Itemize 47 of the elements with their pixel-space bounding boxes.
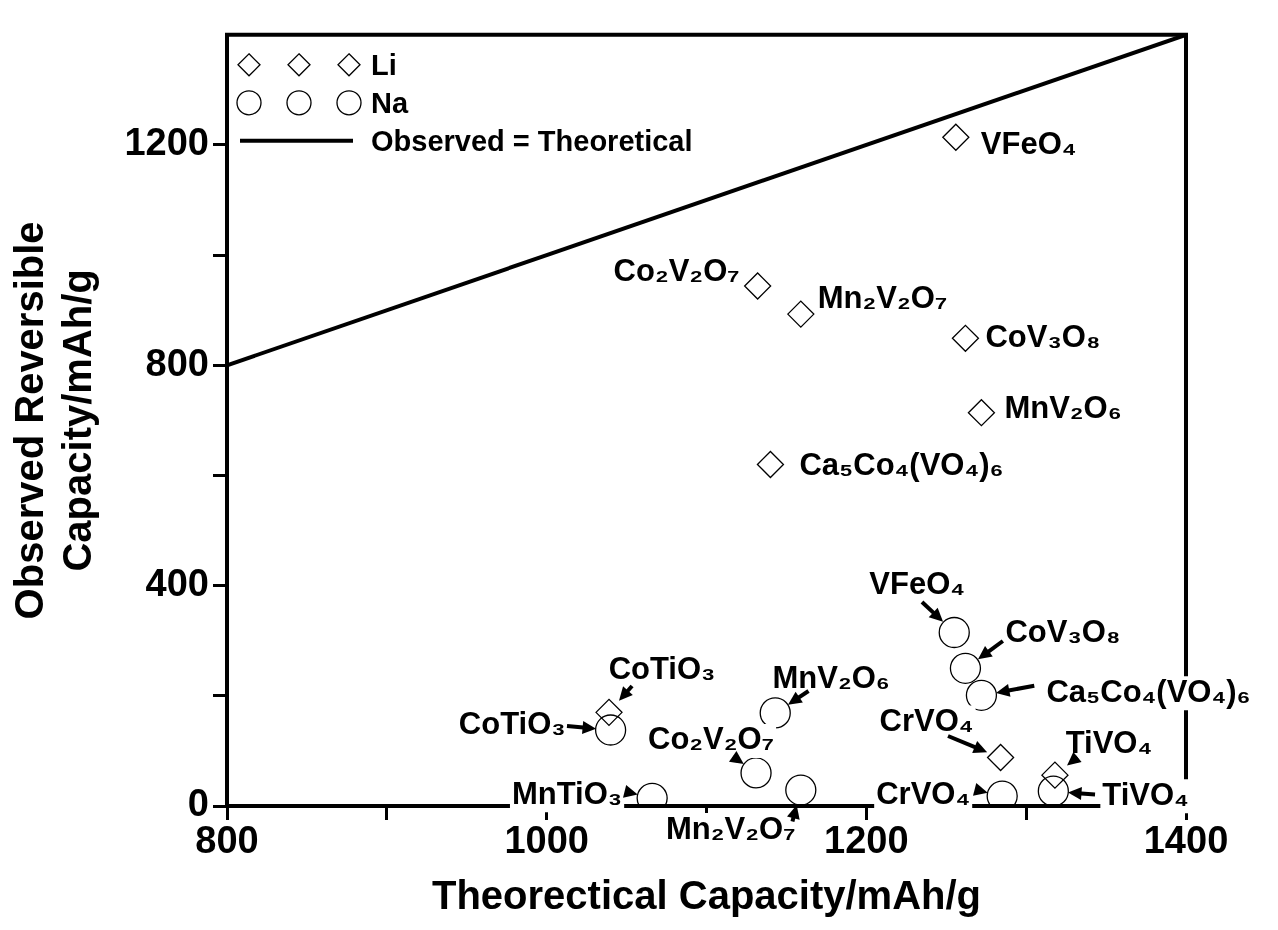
x-tick-label: 1400 <box>1143 819 1229 862</box>
point <box>1041 761 1069 789</box>
point <box>949 652 982 684</box>
point <box>938 616 970 649</box>
x-tick-label: 1000 <box>504 819 589 862</box>
point <box>740 757 772 789</box>
point <box>787 300 815 328</box>
y-tick-label: 400 <box>145 562 209 605</box>
annotation: Co₂V₂O₇ <box>648 721 775 757</box>
point <box>756 450 785 479</box>
point <box>759 697 791 729</box>
annotation: Mn₂V₂O₇ <box>817 279 948 315</box>
legend-label: Li <box>371 48 397 81</box>
point <box>785 774 817 806</box>
annotation: MnTiO₃ <box>511 775 623 811</box>
annotation: CrVO₄ <box>879 703 974 739</box>
point <box>942 123 970 151</box>
annotation: TiVO₄ <box>1065 724 1153 760</box>
annotation: CoV₃O₈ <box>1005 613 1121 649</box>
point <box>986 743 1015 772</box>
annotation: CrVO₄ <box>876 775 971 811</box>
annotation: VFeO₄ <box>869 566 966 602</box>
annotation: MnV₂O₆ <box>772 660 890 696</box>
legend-label: Observed = Theoretical <box>371 124 693 157</box>
point <box>965 679 998 711</box>
annotation: VFeO₄ <box>980 125 1077 161</box>
point <box>967 399 996 427</box>
point <box>951 324 980 352</box>
point <box>1037 775 1069 806</box>
annotation: TiVO₄ <box>1102 776 1189 812</box>
point <box>595 698 623 726</box>
y-tick-label: 800 <box>145 341 209 384</box>
annotation: Ca₅Co₄(VO₄)₆ <box>799 447 1004 483</box>
y-tick-label: 1200 <box>124 121 209 164</box>
y-axis-title: Observed Reversible Capacity/mAh/g <box>7 221 100 620</box>
annotation: CoTiO₃ <box>608 650 716 686</box>
point <box>744 272 772 300</box>
x-axis-title: Theorectical Capacity/mAh/g <box>431 873 982 918</box>
x-tick-label: 1200 <box>824 819 909 862</box>
annotation: Ca₅Co₄(VO₄)₆ <box>1046 673 1251 709</box>
annotation: Co₂V₂O₇ <box>613 252 740 288</box>
legend-label: Na <box>371 86 409 119</box>
point <box>594 714 627 746</box>
annotation: CoV₃O₈ <box>985 318 1101 354</box>
annotation: CoTiO₃ <box>458 705 566 741</box>
annotation: MnV₂O₆ <box>1004 390 1122 426</box>
annotation: Mn₂V₂O₇ <box>666 810 796 846</box>
